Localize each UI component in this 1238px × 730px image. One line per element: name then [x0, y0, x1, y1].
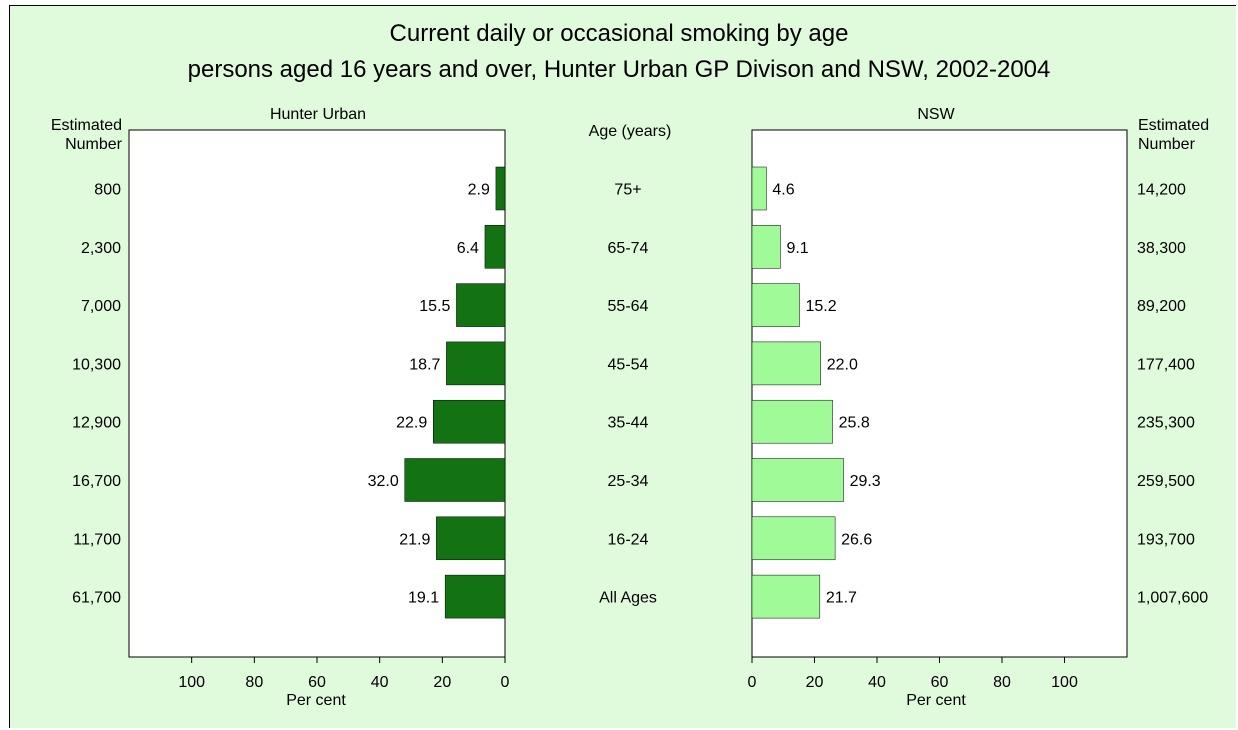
nsw-estimated-number: 177,400 [1137, 356, 1195, 373]
chart-title-line1: Current daily or occasional smoking by a… [389, 20, 849, 47]
hunter-bar-value-label: 18.7 [409, 356, 440, 373]
right-panel-title: NSW [917, 106, 955, 123]
hunter-estimated-number: 61,700 [72, 590, 121, 607]
hunter-estimated-number: 10,300 [72, 356, 121, 373]
left-estimated-header: Estimated [50, 117, 122, 134]
left-x-tick-label: 40 [371, 674, 389, 691]
right-x-tick-label: 100 [1051, 674, 1078, 691]
hunter-bar [495, 166, 506, 211]
age-category-label: 55-64 [608, 298, 649, 315]
nsw-estimated-number: 89,200 [1137, 298, 1186, 315]
nsw-estimated-number: 259,500 [1137, 473, 1195, 490]
nsw-bar-value-label: 9.1 [786, 240, 808, 257]
nsw-estimated-number: 235,300 [1137, 415, 1195, 432]
right-x-tick-label: 80 [993, 674, 1011, 691]
nsw-bar [751, 399, 833, 444]
hunter-bar [436, 516, 506, 561]
left-x-tick-label: 80 [245, 674, 263, 691]
hunter-bar-value-label: 19.1 [408, 590, 439, 607]
hunter-bar [446, 341, 506, 386]
hunter-bar-value-label: 2.9 [468, 182, 490, 199]
nsw-bar [751, 574, 821, 619]
nsw-bar-value-label: 22.0 [827, 356, 858, 373]
nsw-bar-value-label: 29.3 [850, 473, 881, 490]
nsw-estimated-number: 38,300 [1137, 240, 1186, 257]
hunter-bar-value-label: 15.5 [419, 298, 450, 315]
right-x-axis-label: Per cent [906, 692, 966, 709]
left-x-axis-label: Per cent [286, 692, 346, 709]
age-header: Age (years) [588, 123, 672, 140]
right-x-tick-label: 60 [931, 674, 949, 691]
age-category-label: 16-24 [608, 531, 649, 548]
nsw-bar-value-label: 21.7 [826, 590, 857, 607]
hunter-bar-value-label: 6.4 [457, 240, 479, 257]
hunter-bar-value-label: 32.0 [368, 473, 399, 490]
hunter-estimated-number: 800 [94, 182, 121, 199]
right-x-tick-label: 20 [806, 674, 824, 691]
nsw-estimated-number: 1,007,600 [1137, 590, 1208, 607]
hunter-bar [444, 574, 506, 619]
right-x-tick-label: 40 [868, 674, 886, 691]
nsw-bar-value-label: 15.2 [806, 298, 837, 315]
left-plot-area [128, 129, 506, 658]
nsw-bar [751, 166, 767, 211]
left-x-tick-label: 60 [308, 674, 326, 691]
hunter-estimated-number: 12,900 [72, 415, 121, 432]
hunter-bar [484, 225, 506, 269]
left-x-tick-label: 0 [501, 674, 510, 691]
hunter-bar-value-label: 21.9 [399, 531, 430, 548]
left-x-tick-label: 100 [178, 674, 205, 691]
right-x-tick-label: 0 [748, 674, 757, 691]
hunter-estimated-number: 7,000 [81, 298, 121, 315]
nsw-bar [751, 516, 836, 561]
age-category-label: 65-74 [608, 240, 649, 257]
left-number-header: Number [65, 136, 122, 153]
chart-title-line2: persons aged 16 years and over, Hunter U… [187, 56, 1051, 83]
hunter-bar [404, 458, 506, 502]
right-estimated-header: Estimated [1138, 117, 1210, 134]
nsw-bar-value-label: 25.8 [839, 415, 870, 432]
nsw-bar-value-label: 26.6 [841, 531, 872, 548]
age-category-label: All Ages [599, 590, 657, 607]
hunter-bar [432, 399, 506, 444]
age-category-label: 45-54 [608, 356, 649, 373]
nsw-bar-value-label: 4.6 [772, 182, 794, 199]
nsw-estimated-number: 193,700 [1137, 531, 1195, 548]
hunter-bar-value-label: 22.9 [396, 415, 427, 432]
right-number-header: Number [1138, 136, 1195, 153]
left-panel-title: Hunter Urban [269, 106, 367, 123]
nsw-bar [751, 283, 800, 327]
age-category-label: 25-34 [608, 473, 649, 490]
age-category-label: 75+ [614, 182, 641, 199]
hunter-bar [456, 283, 506, 327]
hunter-estimated-number: 2,300 [81, 240, 121, 257]
hunter-estimated-number: 11,700 [73, 531, 121, 548]
nsw-bar [751, 225, 781, 269]
age-category-label: 35-44 [608, 415, 649, 432]
nsw-estimated-number: 14,200 [1137, 182, 1186, 199]
right-plot-area [751, 129, 1128, 658]
nsw-bar [751, 341, 821, 386]
hunter-estimated-number: 16,700 [72, 473, 121, 490]
left-x-tick-label: 20 [433, 674, 451, 691]
nsw-bar [751, 458, 844, 502]
